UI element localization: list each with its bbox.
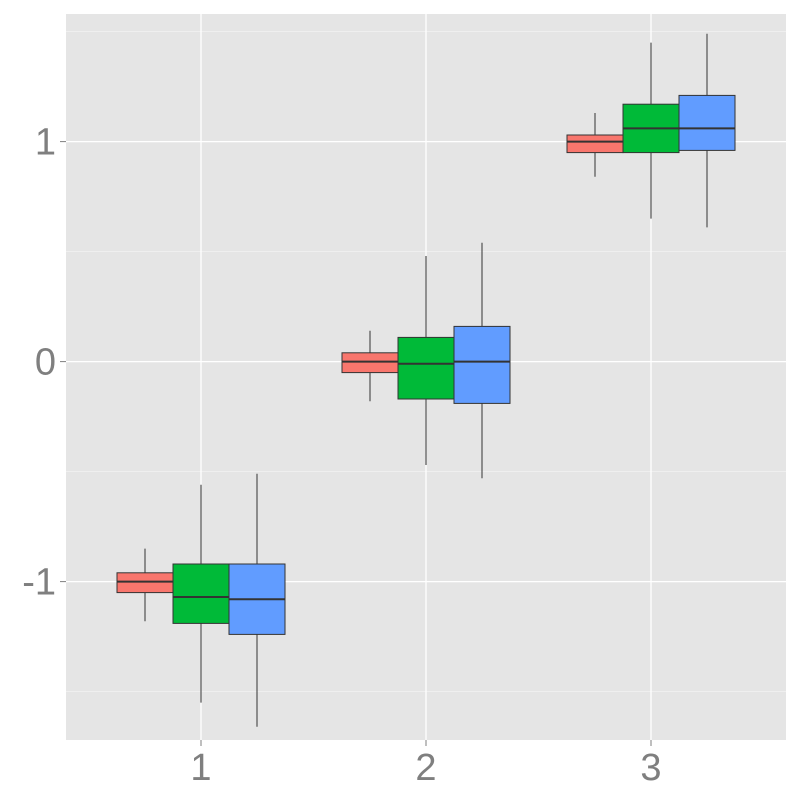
box-iqr: [172, 563, 230, 624]
box-iqr: [453, 325, 511, 404]
x-tick-label: 2: [415, 747, 436, 789]
x-tick-label: 3: [640, 747, 661, 789]
y-tick-label: -1: [22, 562, 56, 604]
boxplot-series: [116, 33, 736, 727]
x-axis-ticks: 1 2 3: [190, 740, 662, 789]
y-tick-label: 0: [35, 342, 56, 384]
box-iqr: [397, 336, 455, 400]
y-tick-label: 1: [35, 122, 56, 164]
box-iqr: [116, 572, 174, 594]
x-tick-label: 1: [190, 747, 211, 789]
series-group: [172, 42, 680, 703]
box-iqr: [341, 352, 399, 374]
box-iqr: [678, 94, 736, 151]
box-iqr: [566, 134, 624, 154]
series-group: [116, 113, 624, 622]
y-axis-ticks: -1 0 1: [22, 122, 66, 604]
series-group: [228, 33, 736, 727]
